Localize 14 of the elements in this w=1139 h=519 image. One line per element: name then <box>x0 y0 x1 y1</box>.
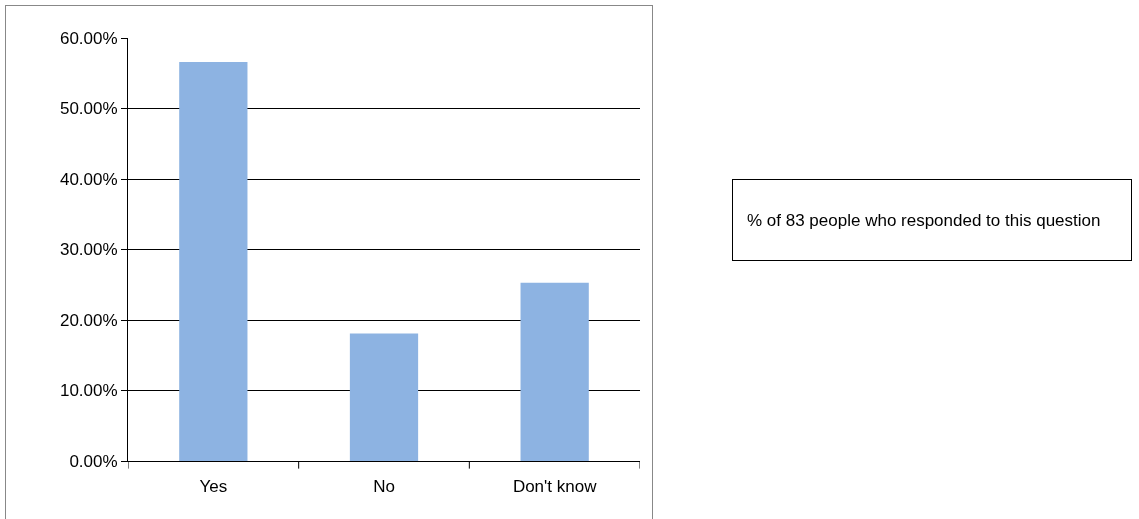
y-tick-label: 50.00% <box>59 99 118 119</box>
y-tick-label: 40.00% <box>59 169 118 189</box>
bar <box>349 333 419 461</box>
y-tick-label: 30.00% <box>59 240 118 260</box>
y-tick-label: 60.00% <box>59 28 118 48</box>
y-tick-label: 10.00% <box>59 381 118 401</box>
x-tick-label: Don't know <box>512 477 598 497</box>
bar <box>520 282 589 461</box>
y-tick-label: 20.00% <box>59 310 118 330</box>
x-tick-label: Yes <box>199 477 228 497</box>
bar <box>179 61 248 461</box>
text: % of 83 people who responded to this question <box>747 210 1101 230</box>
x-tick-label: No <box>373 477 395 497</box>
y-tick-label: 0.00% <box>69 451 118 471</box>
